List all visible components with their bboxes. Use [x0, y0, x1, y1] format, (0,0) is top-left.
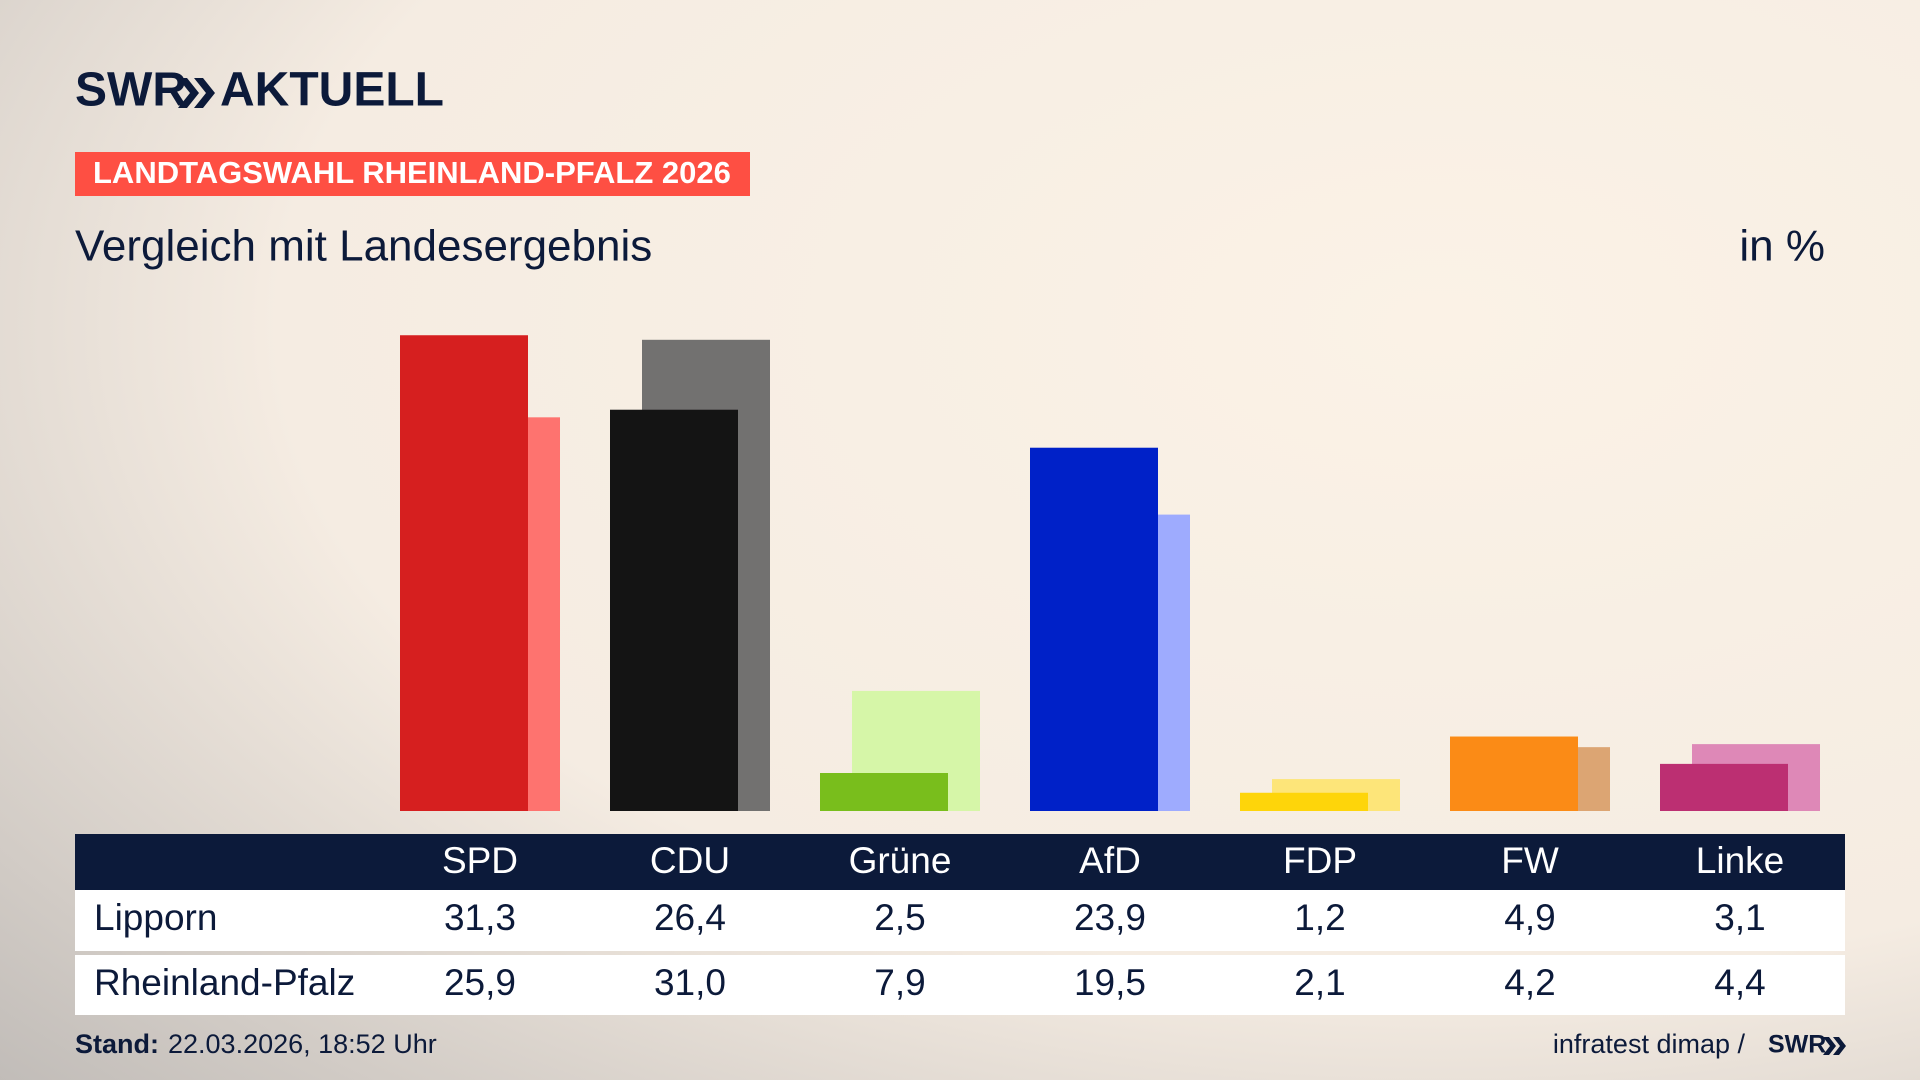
- value-label: 23,9: [1074, 897, 1146, 938]
- column-header: FDP: [1283, 840, 1357, 881]
- value-label: 7,9: [874, 962, 925, 1003]
- bar: [820, 773, 948, 811]
- stand-label: Stand:: [75, 1029, 159, 1059]
- column-header: SPD: [442, 840, 518, 881]
- chart-title: Vergleich mit Landesergebnis: [75, 222, 652, 271]
- value-label: 1,2: [1294, 897, 1345, 938]
- value-label: 26,4: [654, 897, 726, 938]
- source-chevrons: [1823, 1037, 1846, 1055]
- value-label: 4,4: [1714, 962, 1765, 1003]
- column-header: Grüne: [849, 840, 952, 881]
- badge-bg: [75, 152, 750, 196]
- row-label: Rheinland-Pfalz: [94, 962, 355, 1003]
- column-header: FW: [1501, 840, 1559, 881]
- bar: [1450, 736, 1578, 811]
- source: infratest dimap /: [1553, 1029, 1746, 1059]
- bar: [1660, 763, 1788, 811]
- badge: LANDTAGSWAHL RHEINLAND-PFALZ 2026: [93, 155, 731, 190]
- unit-label: in %: [1739, 222, 1825, 271]
- logo: SWR: [75, 64, 187, 117]
- bar: [1030, 447, 1158, 811]
- table-row: [75, 955, 1845, 1015]
- row-label: Lipporn: [94, 897, 217, 938]
- value-label: 4,2: [1504, 962, 1555, 1003]
- bar: [400, 335, 528, 811]
- bar: [1240, 792, 1368, 811]
- column-header: CDU: [650, 840, 730, 881]
- value-label: 3,1: [1714, 897, 1765, 938]
- table-header: [75, 834, 1845, 890]
- column-header: Linke: [1696, 840, 1784, 881]
- value-label: 19,5: [1074, 962, 1146, 1003]
- logo-chevrons: [178, 78, 215, 108]
- value-label: 2,1: [1294, 962, 1345, 1003]
- stand: 22.03.2026, 18:52 Uhr: [168, 1029, 437, 1059]
- value-label: 31,0: [654, 962, 726, 1003]
- table-row: [75, 890, 1845, 951]
- value-label: 31,3: [444, 897, 516, 938]
- source-logo: SWR: [1768, 1031, 1826, 1059]
- column-header: AfD: [1079, 840, 1141, 881]
- value-label: 25,9: [444, 962, 516, 1003]
- value-label: 2,5: [874, 897, 925, 938]
- logo-suffix: AKTUELL: [220, 64, 444, 117]
- bar: [610, 409, 738, 811]
- value-label: 4,9: [1504, 897, 1555, 938]
